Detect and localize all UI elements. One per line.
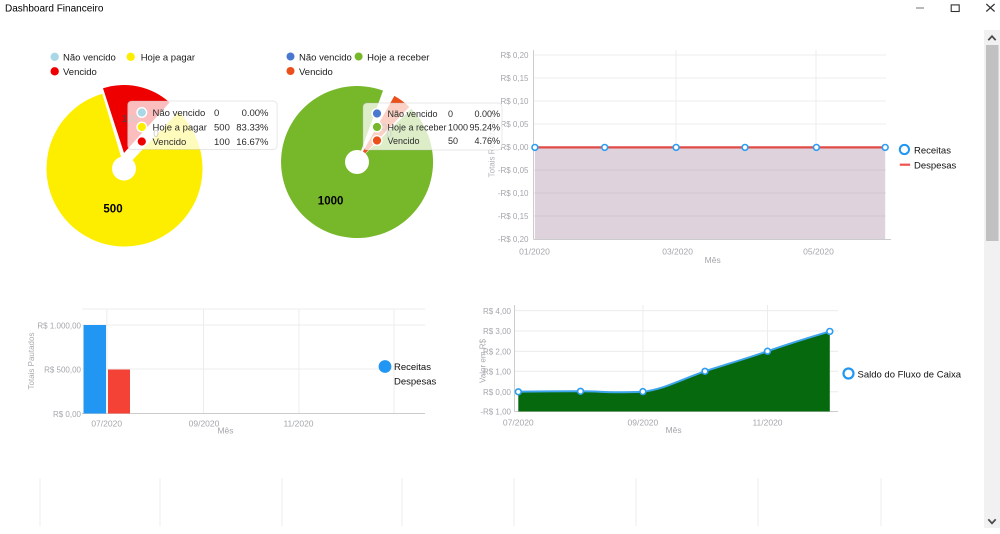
svg-text:R$ 3,00: R$ 3,00 — [483, 327, 512, 336]
svg-text:16.67%: 16.67% — [236, 137, 269, 148]
svg-text:R$ 0,05: R$ 0,05 — [500, 120, 529, 129]
svg-text:01/2020: 01/2020 — [519, 247, 550, 257]
svg-text:R$ 500,00: R$ 500,00 — [44, 365, 81, 374]
svg-text:Dashboard Financeiro: Dashboard Financeiro — [5, 4, 104, 15]
svg-text:Valor em R$: Valor em R$ — [479, 339, 488, 383]
svg-text:R$ 2,00: R$ 2,00 — [483, 348, 512, 357]
svg-text:R$ 0,20: R$ 0,20 — [500, 51, 529, 60]
svg-text:-R$ 0,05: -R$ 0,05 — [498, 166, 529, 175]
svg-text:-R$ 1,00: -R$ 1,00 — [480, 408, 511, 417]
svg-text:Não vencido: Não vencido — [299, 53, 352, 64]
svg-text:Não vencido: Não vencido — [388, 109, 438, 119]
svg-text:83.33%: 83.33% — [236, 123, 269, 134]
svg-text:Vencido: Vencido — [63, 67, 97, 78]
svg-text:R$ 0,00: R$ 0,00 — [53, 410, 82, 419]
svg-text:R$ 0,10: R$ 0,10 — [500, 97, 529, 106]
svg-text:Não vencido: Não vencido — [153, 108, 206, 119]
svg-text:07/2020: 07/2020 — [503, 418, 534, 428]
svg-text:Mês: Mês — [217, 426, 233, 436]
svg-text:Vencido: Vencido — [153, 137, 187, 148]
svg-text:03/2020: 03/2020 — [662, 247, 693, 257]
svg-text:09/2020: 09/2020 — [189, 419, 220, 429]
svg-text:Hoje a pagar: Hoje a pagar — [153, 123, 207, 134]
svg-text:Mês: Mês — [666, 425, 682, 435]
svg-text:Mês: Mês — [705, 255, 721, 265]
svg-text:-R$ 0,15: -R$ 0,15 — [498, 212, 529, 221]
svg-text:500: 500 — [103, 204, 122, 216]
svg-text:0: 0 — [448, 109, 453, 119]
svg-text:1000: 1000 — [448, 123, 468, 133]
svg-text:Vencido: Vencido — [388, 136, 420, 146]
svg-text:07/2020: 07/2020 — [91, 419, 122, 429]
svg-text:Despesas: Despesas — [394, 377, 436, 388]
svg-text:R$ 1.000,00: R$ 1.000,00 — [37, 321, 81, 330]
svg-text:100: 100 — [214, 137, 230, 148]
svg-text:4.76%: 4.76% — [474, 136, 500, 146]
svg-text:0.00%: 0.00% — [474, 109, 500, 119]
svg-text:Despesas: Despesas — [914, 161, 956, 172]
svg-text:0.00%: 0.00% — [242, 108, 269, 119]
svg-text:R$ 0,15: R$ 0,15 — [500, 74, 529, 83]
svg-text:11/2020: 11/2020 — [283, 419, 313, 429]
svg-text:05/2020: 05/2020 — [803, 247, 834, 257]
svg-text:R$ 1,00: R$ 1,00 — [483, 368, 512, 377]
svg-text:1000: 1000 — [318, 196, 344, 208]
svg-text:Hoje a pagar: Hoje a pagar — [141, 53, 195, 64]
svg-text:R$ 4,00: R$ 4,00 — [483, 307, 512, 316]
svg-text:Não vencido: Não vencido — [63, 53, 116, 64]
svg-text:-R$ 0,10: -R$ 0,10 — [498, 189, 529, 198]
svg-text:09/2020: 09/2020 — [628, 418, 659, 428]
svg-text:Saldo do Fluxo de Caixa: Saldo do Fluxo de Caixa — [858, 369, 962, 380]
svg-text:-R$ 0,20: -R$ 0,20 — [498, 235, 529, 244]
svg-text:500: 500 — [214, 123, 230, 134]
svg-text:50: 50 — [448, 136, 458, 146]
svg-text:Receitas: Receitas — [914, 145, 951, 156]
svg-text:R$ 0,00: R$ 0,00 — [500, 143, 529, 152]
svg-text:Vencido: Vencido — [299, 67, 333, 78]
svg-text:0: 0 — [214, 108, 219, 119]
svg-text:11/2020: 11/2020 — [752, 418, 782, 428]
svg-text:Hoje a receber: Hoje a receber — [388, 123, 447, 133]
svg-text:Totais Pautados: Totais Pautados — [27, 333, 36, 390]
svg-text:Receitas: Receitas — [394, 362, 431, 373]
svg-text:95.24%: 95.24% — [469, 123, 500, 133]
svg-text:R$ 0,00: R$ 0,00 — [483, 388, 512, 397]
svg-text:Hoje a receber: Hoje a receber — [367, 53, 429, 64]
